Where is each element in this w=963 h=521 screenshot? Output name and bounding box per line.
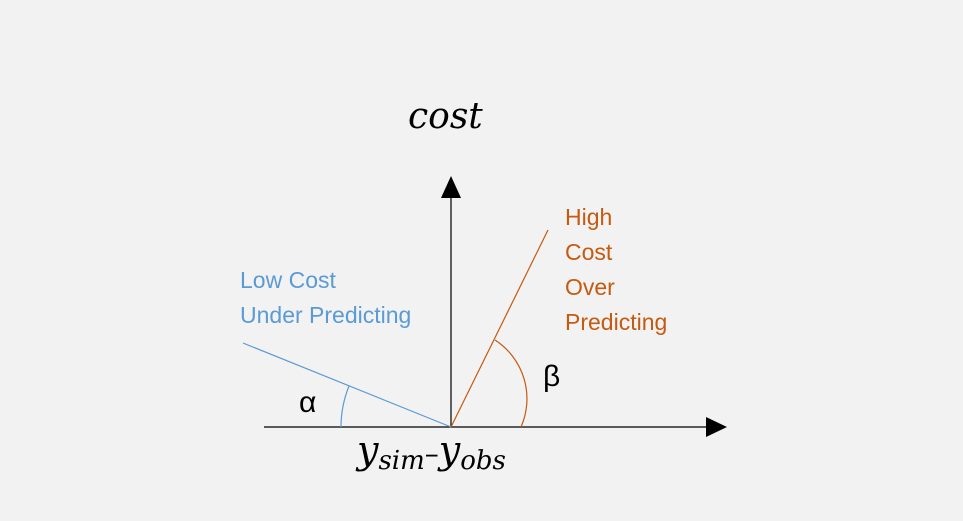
high-cost-line [450,229,549,428]
x-axis-label-y-obs: y [438,428,461,472]
beta-angle-arc [494,339,528,428]
low-cost-label-line1: Low Cost [240,267,336,293]
low-cost-line [242,342,452,428]
high-cost-label-line4: Predicting [565,309,668,335]
y-axis-arrowhead [441,176,461,198]
y-axis-label: cost [408,96,483,137]
low-cost-label-line2: Under Predicting [240,302,412,328]
x-axis-label: ysim–yobs [357,428,506,476]
high-cost-label-line3: Over [565,274,615,300]
high-cost-label-line2: Cost [565,239,613,265]
low-cost-label: Low Cost Under Predicting [240,263,411,333]
x-axis-label-y-sim: y [357,428,379,472]
alpha-angle-arc [340,385,350,428]
x-axis-label-sim-subscript: sim [378,446,425,476]
x-axis-label-obs-subscript: obs [460,446,506,476]
x-axis-arrowhead [706,417,727,437]
high-cost-label-line1: High [565,204,613,230]
x-axis-label-minus: – [424,437,439,470]
beta-label: β [543,360,561,393]
alpha-label: α [299,386,317,419]
high-cost-label: High Cost Over Predicting [565,200,667,340]
